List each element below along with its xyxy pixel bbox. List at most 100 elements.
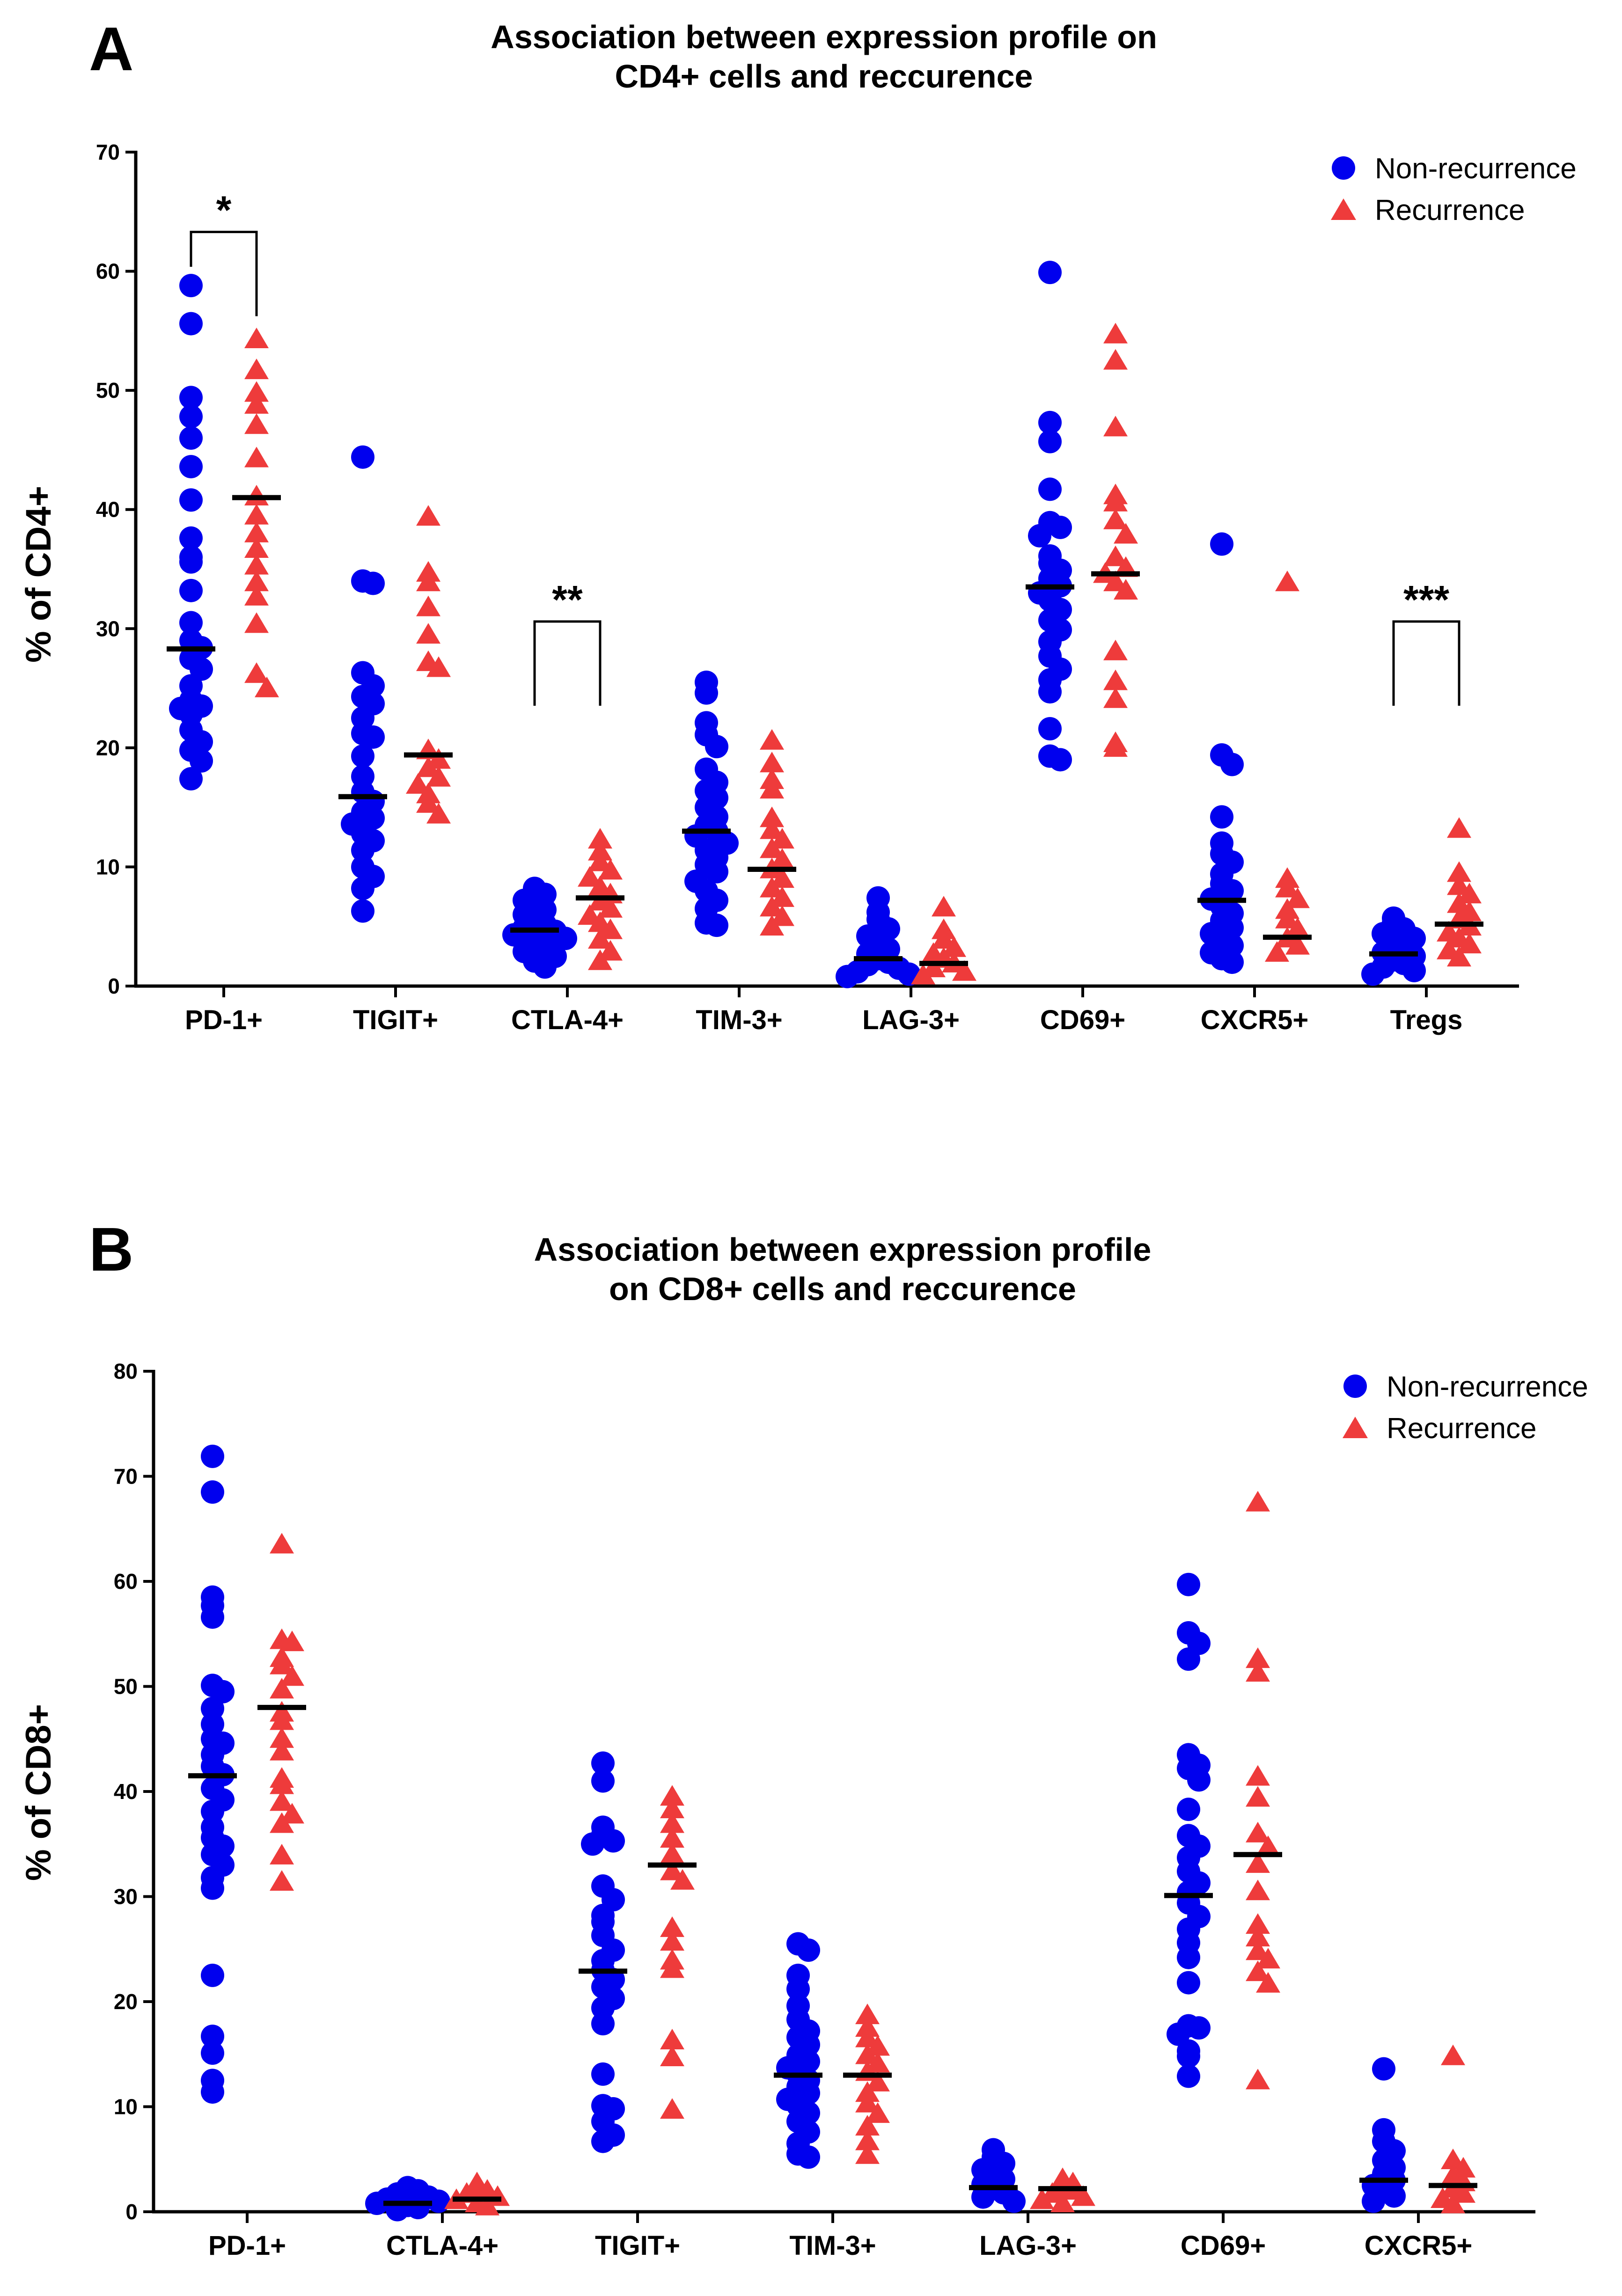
recurrence-data-point [760, 896, 784, 917]
recurrence-data-point [760, 778, 784, 799]
recurrence-data-point [588, 949, 612, 970]
x-category-label: Tregs [1390, 1005, 1463, 1035]
non-recurrence-data-point [591, 2012, 615, 2036]
recurrence-data-point [270, 1790, 294, 1811]
recurrence-data-point [866, 2070, 890, 2091]
y-tick-label: 50 [114, 1674, 138, 1699]
x-category-label: TIGIT+ [353, 1005, 438, 1035]
non-recurrence-data-point [591, 2129, 615, 2153]
non-recurrence-data-point [1038, 477, 1062, 501]
non-recurrence-data-point [179, 488, 203, 512]
recurrence-data-point [244, 612, 269, 633]
non-recurrence-data-point [427, 2189, 450, 2213]
non-recurrence-data-point [201, 2080, 224, 2104]
recurrence-data-point [270, 1740, 294, 1761]
recurrence-data-point [426, 656, 451, 677]
non-recurrence-data-point [179, 526, 203, 550]
x-category-label: TIM-3+ [789, 2230, 876, 2261]
recurrence-data-point [255, 676, 279, 697]
recurrence-data-point [1103, 322, 1128, 344]
x-category-label: LAG-3+ [979, 2230, 1077, 2261]
recurrence-data-point [1285, 887, 1310, 908]
chart-a-y-axis-label: % of CD4+ [19, 486, 59, 663]
non-recurrence-data-point [351, 899, 374, 923]
non-recurrence-data-point [591, 1751, 615, 1775]
recurrence-data-point [1103, 490, 1128, 512]
non-recurrence-data-point [351, 877, 374, 900]
recurrence-data-point [406, 773, 430, 794]
non-recurrence-data-point [797, 2145, 820, 2169]
recurrence-data-point [416, 505, 440, 526]
recurrence-data-point [770, 867, 794, 888]
recurrence-data-point [244, 504, 269, 525]
non-recurrence-data-point [179, 274, 203, 298]
recurrence-data-point [1451, 2182, 1475, 2203]
non-recurrence-data-point [1210, 805, 1233, 829]
y-tick-label: 80 [114, 1359, 138, 1383]
recurrence-data-point [1114, 523, 1138, 544]
x-category-label: CXCR5+ [1365, 2230, 1472, 2261]
non-recurrence-data-point [179, 550, 203, 574]
y-tick-label: 70 [96, 140, 120, 164]
significance-bracket [1392, 620, 1461, 706]
legend-label-non-recurrence: Non-recurrence [1387, 1371, 1588, 1403]
recurrence-data-point [660, 2098, 684, 2119]
x-category-label: PD-1+ [208, 2230, 286, 2261]
non-recurrence-data-point [201, 1605, 224, 1629]
recurrence-data-point [270, 1533, 294, 1554]
panel-a-label: A [89, 15, 133, 83]
chart-a-svg: A Association between expression profile… [19, 15, 1577, 1035]
chart-b-plot-area: 0 10 20 30 40 50 60 70 80 PD-1+ CTLA-4+ TIGIT+ TIM-3… [114, 1359, 1535, 2261]
recurrence-data-point [660, 1859, 684, 1880]
y-tick-label: 10 [96, 855, 120, 879]
non-recurrence-data-point [1038, 680, 1062, 704]
recurrence-data-point [1030, 2188, 1054, 2209]
non-recurrence-data-point [1187, 1768, 1211, 1792]
non-recurrence-data-point [1220, 951, 1244, 974]
legend-circle-marker [1332, 156, 1355, 180]
recurrence-data-point [588, 850, 612, 871]
non-recurrence-data-point [179, 767, 203, 791]
recurrence-data-point [598, 859, 623, 880]
recurrence-data-point [932, 928, 956, 949]
non-recurrence-data-point [1028, 524, 1051, 548]
legend-label-recurrence: Recurrence [1375, 194, 1525, 227]
non-recurrence-data-point [201, 1876, 224, 1900]
chart-b-title: Association between expression profile [534, 1231, 1152, 1268]
recurrence-data-point [244, 570, 269, 592]
recurrence-data-point [416, 595, 440, 616]
non-recurrence-data-point [1038, 410, 1062, 434]
recurrence-data-point [1275, 570, 1299, 592]
recurrence-data-point [1246, 1491, 1270, 1512]
recurrence-data-point [952, 960, 976, 981]
non-recurrence-data-point [190, 749, 213, 773]
non-recurrence-data-point [1177, 1971, 1200, 1995]
recurrence-data-point [660, 2029, 684, 2050]
recurrence-data-point [588, 828, 612, 849]
recurrence-data-point [270, 1709, 294, 1730]
non-recurrence-data-point [1402, 958, 1426, 982]
recurrence-data-point [1447, 817, 1471, 838]
recurrence-data-point [1447, 946, 1471, 967]
recurrence-data-point [1246, 1647, 1270, 1668]
significance-marker: ** [552, 578, 583, 622]
recurrence-data-point [1246, 1786, 1270, 1807]
non-recurrence-data-point [179, 578, 203, 602]
recurrence-data-point [770, 848, 794, 869]
recurrence-data-point [416, 756, 440, 777]
non-recurrence-data-point [361, 571, 385, 595]
recurrence-data-point [770, 886, 794, 907]
recurrence-data-point [270, 1870, 294, 1891]
x-category-label: LAG-3+ [862, 1005, 960, 1035]
recurrence-data-point [932, 896, 956, 917]
recurrence-data-point [1447, 861, 1471, 882]
recurrence-data-point [280, 1665, 304, 1686]
non-recurrence-data-point [786, 1977, 810, 2001]
recurrence-data-point [426, 748, 451, 769]
non-recurrence-data-point [1038, 717, 1062, 741]
recurrence-data-point [1246, 1939, 1270, 1960]
recurrence-data-point [1103, 687, 1128, 708]
panel-a-chart: A Association between expression profile… [0, 0, 1622, 1147]
legend-label-recurrence: Recurrence [1387, 1412, 1536, 1445]
non-recurrence-data-point [179, 611, 203, 635]
